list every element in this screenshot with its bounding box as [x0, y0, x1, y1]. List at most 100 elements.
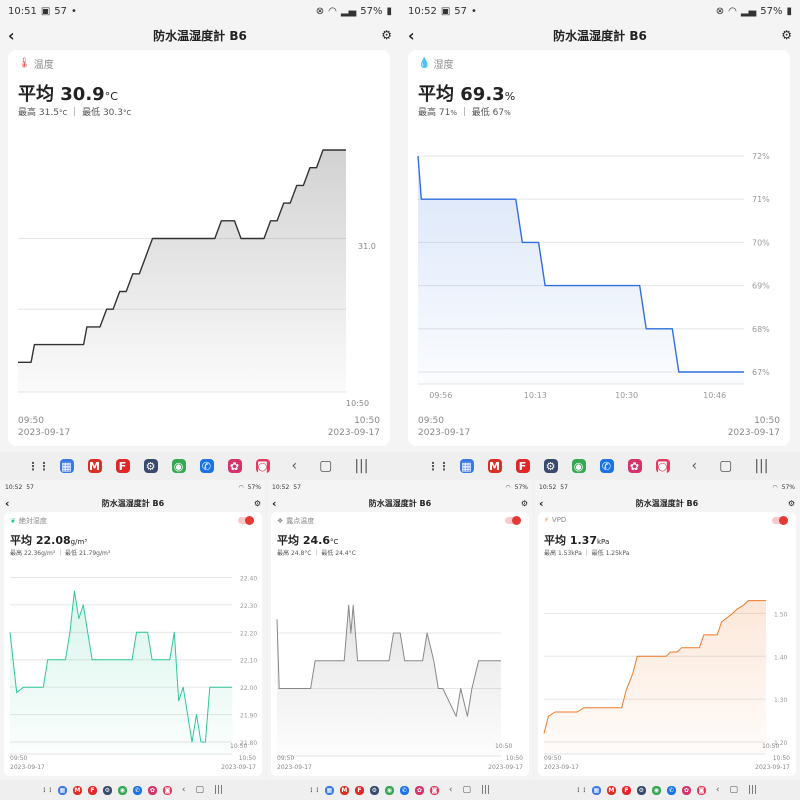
flipboard-icon[interactable]: F [354, 785, 364, 795]
x-start-time: 09:50 [544, 755, 562, 762]
back-icon[interactable]: ‹ [539, 496, 544, 510]
gmail-icon[interactable]: M [72, 785, 82, 795]
gmail-icon[interactable]: M [487, 459, 502, 473]
y-tick-label: 67% [752, 368, 770, 377]
phone-icon[interactable]: ✆ [199, 459, 214, 473]
series-line [417, 155, 744, 373]
gear-icon[interactable]: ⚙ [381, 28, 392, 42]
chrome-icon[interactable]: ◉ [571, 459, 586, 473]
header: ‹ 防水温湿度計 B6 ⚙ [267, 495, 533, 511]
home-button[interactable]: ▢ [462, 785, 471, 795]
flower-icon[interactable]: ✿ [627, 459, 642, 473]
calendar-icon[interactable]: ▦ [459, 459, 474, 473]
back-button[interactable]: ‹ [181, 785, 186, 795]
y-tick-label: 31.0 [358, 242, 376, 251]
toggle-switch[interactable] [505, 516, 521, 525]
home-button[interactable]: ▢ [195, 785, 204, 795]
y-tick-label: 22.30 [240, 603, 257, 610]
camera-icon[interactable]: ◙ [162, 785, 172, 795]
settings-icon[interactable]: ⚙ [143, 459, 158, 473]
page-title: 防水温湿度計 B6 [635, 498, 699, 508]
calendar-icon[interactable]: ▦ [59, 459, 74, 473]
home-button[interactable]: ▢ [319, 458, 333, 474]
calendar-icon[interactable]: ▦ [591, 785, 601, 795]
recents-button[interactable]: ||| [748, 785, 758, 795]
min-max: 最高 1.53kPa ｜ 最低 1.25kPa [544, 550, 630, 557]
chrome-icon[interactable]: ◉ [117, 785, 127, 795]
back-icon[interactable]: ‹ [8, 25, 15, 45]
back-button[interactable]: ‹ [715, 785, 720, 795]
camera-icon[interactable]: ◙ [429, 785, 439, 795]
back-icon[interactable]: ‹ [272, 496, 277, 510]
x-tick-label: 10:46 [703, 391, 726, 400]
settings-icon[interactable]: ⚙ [102, 785, 112, 795]
flower-icon[interactable]: ✿ [227, 459, 242, 473]
metric-label: ❖ 露点温度 [277, 517, 315, 525]
photo-icon: ▣ [40, 5, 51, 17]
back-button[interactable]: ‹ [291, 458, 298, 474]
grid-icon[interactable]: ⋮⋮ [27, 459, 50, 473]
signal-icon: ▂▄ [340, 5, 357, 17]
page-title: 防水温湿度計 B6 [153, 28, 247, 43]
status-battery: 57% [247, 483, 261, 491]
metric-label: 🌡 温度 [18, 58, 54, 71]
back-icon[interactable]: ‹ [5, 496, 10, 510]
grid-icon[interactable]: ⋮⋮ [41, 786, 54, 794]
recents-button[interactable]: ||| [354, 458, 369, 474]
gmail-icon[interactable]: M [87, 459, 102, 473]
recents-button[interactable]: ||| [754, 458, 769, 474]
recents-button[interactable]: ||| [481, 785, 491, 795]
phone-icon[interactable]: ✆ [666, 785, 676, 795]
grid-icon[interactable]: ⋮⋮ [308, 786, 321, 794]
camera-icon[interactable]: ◙ [655, 459, 670, 473]
flower-icon[interactable]: ✿ [681, 785, 691, 795]
gear-icon[interactable]: ⚙ [520, 498, 528, 508]
battery-icon: ▮ [786, 5, 792, 17]
phone-icon[interactable]: ✆ [399, 785, 409, 795]
back-icon[interactable]: ‹ [408, 25, 415, 45]
home-button[interactable]: ▢ [719, 458, 733, 474]
gear-icon[interactable]: ⚙ [787, 498, 795, 508]
screen-absolute-humidity: 10:52 57 ◠ 57% ‹ 防水温湿度計 B6 ⚙ ❦ 絶対湿度 平均 22.0… [0, 480, 266, 780]
series-line [543, 600, 766, 734]
recents-button[interactable]: ||| [214, 785, 224, 795]
settings-icon[interactable]: ⚙ [543, 459, 558, 473]
camera-icon[interactable]: ◙ [255, 459, 270, 473]
chrome-icon[interactable]: ◉ [651, 785, 661, 795]
phone-icon[interactable]: ✆ [599, 459, 614, 473]
signal-icon: ▂▄ [740, 5, 757, 17]
calendar-icon[interactable]: ▦ [57, 785, 67, 795]
flipboard-icon[interactable]: F [87, 785, 97, 795]
calendar-icon[interactable]: ▦ [324, 785, 334, 795]
x-start-date: 2023-09-17 [418, 428, 471, 438]
gmail-icon[interactable]: M [606, 785, 616, 795]
camera-icon[interactable]: ◙ [696, 785, 706, 795]
status-bar: 10:52 57 ◠ 57% [267, 480, 533, 494]
page-title: 防水温湿度計 B6 [101, 498, 165, 508]
gear-icon[interactable]: ⚙ [253, 498, 261, 508]
home-button[interactable]: ▢ [729, 785, 738, 795]
grid-icon[interactable]: ⋮⋮ [427, 459, 450, 473]
flower-icon[interactable]: ✿ [414, 785, 424, 795]
flipboard-icon[interactable]: F [621, 785, 631, 795]
flipboard-icon[interactable]: F [115, 459, 130, 473]
wifi-icon: ◠ [238, 483, 244, 491]
chart-card: 💧 湿度 平均 69.3% 最高 71% ｜ 最低 67% 72% 71% 70% 69… [408, 50, 790, 446]
toggle-switch[interactable] [772, 516, 788, 525]
chrome-icon[interactable]: ◉ [171, 459, 186, 473]
page-title: 防水温湿度計 B6 [368, 498, 432, 508]
settings-icon[interactable]: ⚙ [636, 785, 646, 795]
chart-card: ⚡ VPD 平均 1.37kPa 最高 1.53kPa ｜ 最低 1.25kPa … [538, 512, 796, 776]
flower-icon[interactable]: ✿ [147, 785, 157, 795]
toggle-switch[interactable] [238, 516, 254, 525]
back-button[interactable]: ‹ [691, 458, 698, 474]
phone-icon[interactable]: ✆ [132, 785, 142, 795]
settings-icon[interactable]: ⚙ [369, 785, 379, 795]
x-end-time: 10:50 [772, 755, 790, 762]
gmail-icon[interactable]: M [339, 785, 349, 795]
flipboard-icon[interactable]: F [515, 459, 530, 473]
gear-icon[interactable]: ⚙ [781, 28, 792, 42]
chrome-icon[interactable]: ◉ [384, 785, 394, 795]
grid-icon[interactable]: ⋮⋮ [575, 786, 588, 794]
back-button[interactable]: ‹ [448, 785, 453, 795]
